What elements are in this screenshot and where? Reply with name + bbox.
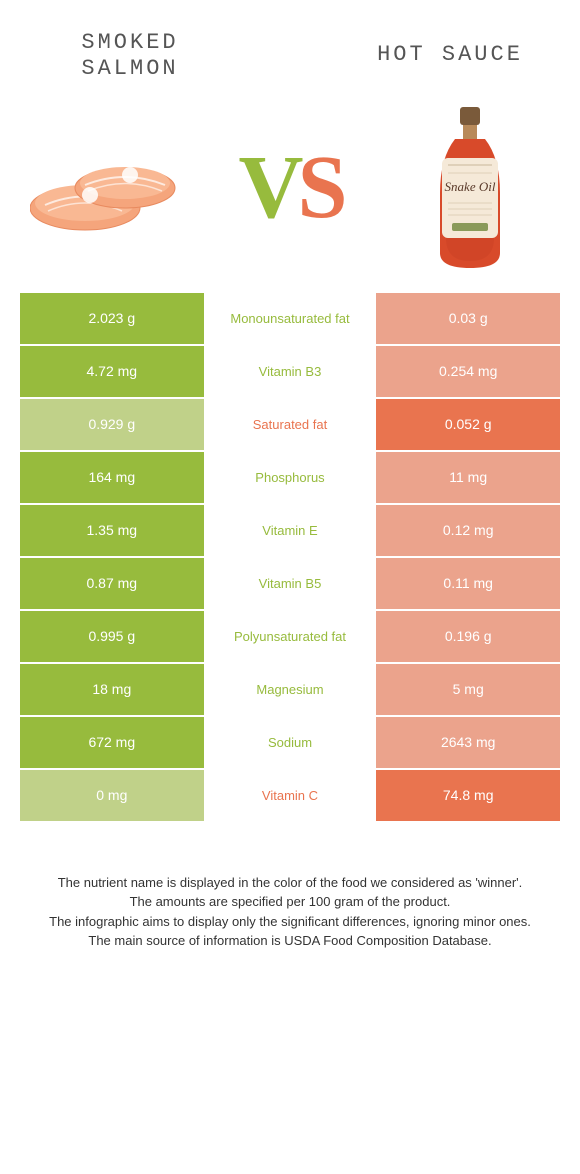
left-value: 1.35 mg bbox=[20, 505, 204, 558]
footer-line-1: The nutrient name is displayed in the co… bbox=[30, 873, 550, 893]
title-right: HOT SAUCE bbox=[360, 30, 540, 68]
table-row: 0 mgVitamin C74.8 mg bbox=[20, 770, 560, 823]
right-value: 5 mg bbox=[376, 664, 560, 717]
right-value: 0.03 g bbox=[376, 293, 560, 346]
nutrient-label: Monounsaturated fat bbox=[204, 293, 377, 346]
left-value: 672 mg bbox=[20, 717, 204, 770]
image-row: VS Snake Oil bbox=[20, 103, 560, 293]
left-value: 0 mg bbox=[20, 770, 204, 823]
footer-line-2: The amounts are specified per 100 gram o… bbox=[30, 892, 550, 912]
nutrient-label: Vitamin E bbox=[204, 505, 377, 558]
footer-line-3: The infographic aims to display only the… bbox=[30, 912, 550, 932]
right-value: 74.8 mg bbox=[376, 770, 560, 823]
nutrient-label: Vitamin C bbox=[204, 770, 377, 823]
left-value: 2.023 g bbox=[20, 293, 204, 346]
table-row: 164 mgPhosphorus11 mg bbox=[20, 452, 560, 505]
nutrient-label: Magnesium bbox=[204, 664, 377, 717]
right-value: 2643 mg bbox=[376, 717, 560, 770]
right-value: 0.254 mg bbox=[376, 346, 560, 399]
salmon-image bbox=[30, 103, 190, 273]
table-row: 2.023 gMonounsaturated fat0.03 g bbox=[20, 293, 560, 346]
right-value: 0.11 mg bbox=[376, 558, 560, 611]
nutrient-label: Vitamin B5 bbox=[204, 558, 377, 611]
table-row: 0.995 gPolyunsaturated fat0.196 g bbox=[20, 611, 560, 664]
vs-label: VS bbox=[238, 136, 341, 239]
nutrient-label: Saturated fat bbox=[204, 399, 377, 452]
table-row: 0.929 gSaturated fat0.052 g bbox=[20, 399, 560, 452]
right-value: 0.196 g bbox=[376, 611, 560, 664]
hot-sauce-image: Snake Oil bbox=[390, 103, 550, 273]
table-row: 18 mgMagnesium5 mg bbox=[20, 664, 560, 717]
bottle-label-text: Snake Oil bbox=[445, 179, 496, 194]
table-row: 1.35 mgVitamin E0.12 mg bbox=[20, 505, 560, 558]
right-value: 11 mg bbox=[376, 452, 560, 505]
comparison-table: 2.023 gMonounsaturated fat0.03 g4.72 mgV… bbox=[20, 293, 560, 823]
left-value: 4.72 mg bbox=[20, 346, 204, 399]
table-row: 0.87 mgVitamin B50.11 mg bbox=[20, 558, 560, 611]
nutrient-label: Vitamin B3 bbox=[204, 346, 377, 399]
title-left: SMOKED SALMON bbox=[40, 30, 220, 83]
footer-notes: The nutrient name is displayed in the co… bbox=[20, 873, 560, 951]
left-value: 0.87 mg bbox=[20, 558, 204, 611]
nutrient-label: Polyunsaturated fat bbox=[204, 611, 377, 664]
vs-v: V bbox=[238, 138, 297, 237]
nutrient-label: Sodium bbox=[204, 717, 377, 770]
right-value: 0.052 g bbox=[376, 399, 560, 452]
left-value: 18 mg bbox=[20, 664, 204, 717]
left-value: 0.995 g bbox=[20, 611, 204, 664]
footer-line-4: The main source of information is USDA F… bbox=[30, 931, 550, 951]
left-value: 0.929 g bbox=[20, 399, 204, 452]
vs-s: S bbox=[297, 138, 341, 237]
table-row: 672 mgSodium2643 mg bbox=[20, 717, 560, 770]
right-value: 0.12 mg bbox=[376, 505, 560, 558]
left-value: 164 mg bbox=[20, 452, 204, 505]
header: SMOKED SALMON HOT SAUCE bbox=[20, 30, 560, 93]
nutrient-label: Phosphorus bbox=[204, 452, 377, 505]
table-row: 4.72 mgVitamin B30.254 mg bbox=[20, 346, 560, 399]
